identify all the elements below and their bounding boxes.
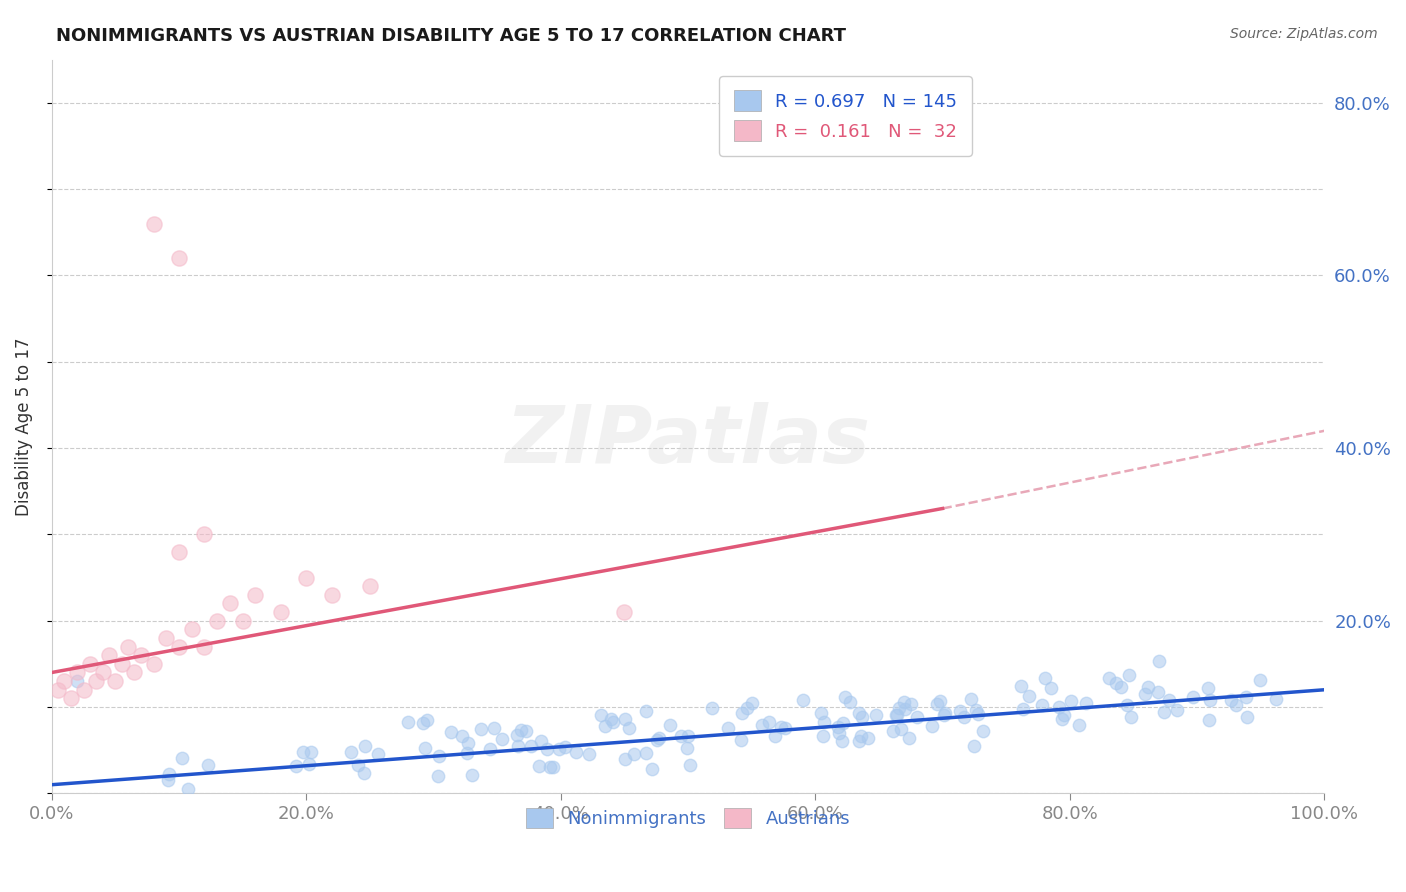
Legend: Nonimmigrants, Austrians: Nonimmigrants, Austrians xyxy=(519,800,858,836)
Y-axis label: Disability Age 5 to 17: Disability Age 5 to 17 xyxy=(15,337,32,516)
Text: NONIMMIGRANTS VS AUSTRIAN DISABILITY AGE 5 TO 17 CORRELATION CHART: NONIMMIGRANTS VS AUSTRIAN DISABILITY AGE… xyxy=(56,27,846,45)
Text: ZIPatlas: ZIPatlas xyxy=(506,402,870,480)
Text: Source: ZipAtlas.com: Source: ZipAtlas.com xyxy=(1230,27,1378,41)
